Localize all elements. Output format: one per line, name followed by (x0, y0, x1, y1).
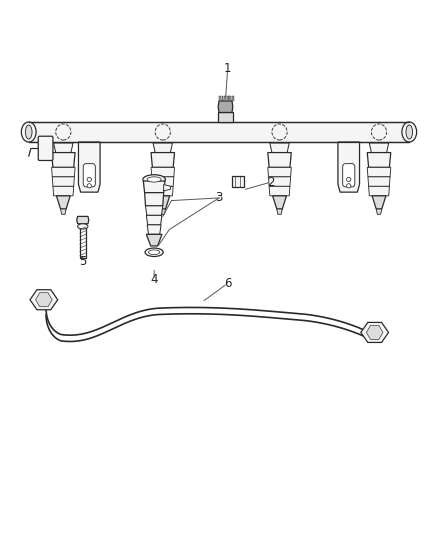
Polygon shape (152, 177, 174, 187)
Polygon shape (80, 227, 86, 258)
Polygon shape (369, 187, 389, 196)
Polygon shape (268, 167, 291, 177)
Bar (224, 95, 226, 101)
Polygon shape (361, 322, 389, 342)
Polygon shape (160, 209, 166, 214)
Polygon shape (60, 209, 66, 214)
Polygon shape (367, 167, 391, 177)
Polygon shape (151, 167, 175, 177)
Polygon shape (35, 293, 52, 307)
Polygon shape (277, 209, 283, 214)
Polygon shape (146, 235, 162, 246)
Polygon shape (52, 177, 74, 187)
Ellipse shape (272, 124, 287, 140)
Polygon shape (145, 192, 164, 206)
Text: 5: 5 (79, 255, 86, 268)
Polygon shape (368, 177, 390, 187)
Bar (219, 95, 221, 101)
Polygon shape (145, 206, 163, 215)
Polygon shape (151, 152, 175, 167)
Text: 3: 3 (215, 191, 223, 205)
Polygon shape (338, 142, 360, 192)
Polygon shape (268, 177, 290, 187)
Polygon shape (146, 215, 162, 225)
Polygon shape (152, 187, 173, 196)
FancyBboxPatch shape (29, 122, 409, 142)
Polygon shape (372, 196, 386, 209)
Ellipse shape (78, 224, 88, 229)
Polygon shape (153, 143, 173, 152)
Polygon shape (268, 152, 291, 167)
Ellipse shape (155, 124, 170, 140)
Ellipse shape (56, 124, 71, 140)
Ellipse shape (406, 125, 413, 139)
Ellipse shape (148, 250, 160, 255)
Bar (222, 95, 223, 101)
Polygon shape (53, 187, 74, 196)
Polygon shape (369, 143, 389, 152)
FancyBboxPatch shape (343, 164, 355, 187)
Ellipse shape (87, 177, 92, 182)
FancyBboxPatch shape (38, 136, 53, 160)
Ellipse shape (25, 125, 32, 139)
Text: 4: 4 (150, 273, 158, 286)
Ellipse shape (402, 122, 417, 142)
Polygon shape (367, 152, 391, 167)
Polygon shape (164, 184, 170, 191)
Polygon shape (52, 167, 75, 177)
Polygon shape (269, 187, 290, 196)
Ellipse shape (145, 248, 163, 256)
Bar (227, 95, 229, 101)
Ellipse shape (371, 124, 387, 140)
Text: 6: 6 (224, 277, 231, 290)
Polygon shape (232, 176, 244, 188)
Ellipse shape (87, 184, 92, 188)
Text: 2: 2 (267, 175, 275, 189)
Ellipse shape (147, 177, 161, 182)
Polygon shape (218, 101, 233, 112)
Polygon shape (78, 142, 100, 192)
Ellipse shape (143, 175, 166, 184)
Bar (218, 112, 233, 122)
Polygon shape (376, 209, 382, 214)
Polygon shape (30, 290, 58, 310)
Polygon shape (143, 181, 165, 192)
Polygon shape (270, 143, 289, 152)
Polygon shape (52, 152, 75, 167)
Bar (232, 95, 234, 101)
Ellipse shape (346, 177, 351, 182)
Ellipse shape (346, 184, 351, 188)
Polygon shape (272, 196, 286, 209)
Bar (230, 95, 231, 101)
FancyBboxPatch shape (83, 164, 95, 187)
Text: 1: 1 (224, 62, 231, 75)
Polygon shape (366, 326, 383, 340)
Ellipse shape (21, 122, 36, 142)
Polygon shape (53, 143, 73, 152)
Polygon shape (156, 196, 170, 209)
Polygon shape (77, 216, 89, 224)
Polygon shape (57, 196, 70, 209)
Polygon shape (147, 225, 161, 235)
